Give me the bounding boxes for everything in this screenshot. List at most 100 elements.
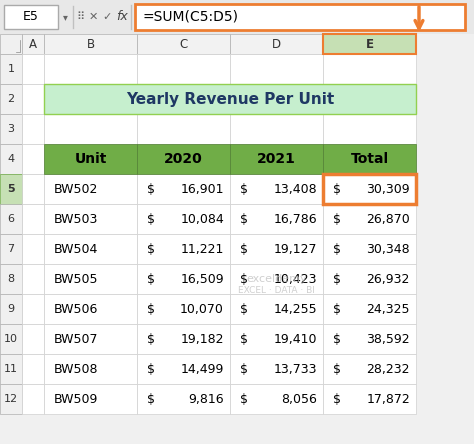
Bar <box>230 234 323 264</box>
Text: $: $ <box>147 182 155 195</box>
Text: 30,348: 30,348 <box>366 242 410 255</box>
Text: 19,127: 19,127 <box>273 242 317 255</box>
Text: $: $ <box>333 213 341 226</box>
Bar <box>44 114 137 144</box>
Text: B: B <box>86 37 94 51</box>
Text: $: $ <box>240 302 248 316</box>
Bar <box>137 264 230 294</box>
Bar <box>137 54 230 84</box>
Bar <box>323 54 416 84</box>
Text: =SUM(C5:D5): =SUM(C5:D5) <box>143 10 239 24</box>
Bar <box>323 204 416 234</box>
Bar <box>230 354 323 384</box>
Bar <box>44 84 137 114</box>
Text: BW506: BW506 <box>54 302 99 316</box>
Text: 1: 1 <box>8 64 15 74</box>
Text: 7: 7 <box>8 244 15 254</box>
Bar <box>323 354 416 384</box>
Text: $: $ <box>333 362 341 376</box>
Bar <box>22 174 44 204</box>
Bar <box>137 384 230 414</box>
Text: $: $ <box>333 242 341 255</box>
Text: 10: 10 <box>4 334 18 344</box>
Bar <box>0 54 22 84</box>
Bar <box>137 144 230 174</box>
Bar <box>0 354 22 384</box>
Text: ✓: ✓ <box>102 12 112 22</box>
Bar <box>44 294 137 324</box>
Bar <box>0 294 22 324</box>
Text: $: $ <box>240 242 248 255</box>
Text: 26,870: 26,870 <box>366 213 410 226</box>
Bar <box>323 264 416 294</box>
Text: 19,182: 19,182 <box>181 333 224 345</box>
Text: BW505: BW505 <box>54 273 99 285</box>
Text: 2020: 2020 <box>164 152 203 166</box>
Text: 10,084: 10,084 <box>180 213 224 226</box>
Bar <box>44 54 137 84</box>
Bar <box>323 144 416 174</box>
Text: BW507: BW507 <box>54 333 99 345</box>
Bar <box>22 34 44 54</box>
Bar <box>22 84 44 114</box>
Bar <box>230 294 323 324</box>
Text: 19,410: 19,410 <box>273 333 317 345</box>
Text: 9,816: 9,816 <box>188 392 224 405</box>
Text: BW509: BW509 <box>54 392 99 405</box>
Bar <box>0 324 22 354</box>
Text: 10,423: 10,423 <box>273 273 317 285</box>
Bar <box>135 4 465 30</box>
Text: 14,499: 14,499 <box>181 362 224 376</box>
Bar <box>0 34 22 54</box>
Text: 14,255: 14,255 <box>273 302 317 316</box>
Bar <box>22 264 44 294</box>
Bar <box>137 324 230 354</box>
Bar <box>44 174 137 204</box>
Bar <box>44 34 137 54</box>
Text: $: $ <box>240 273 248 285</box>
Bar <box>44 204 137 234</box>
Text: ▾: ▾ <box>63 12 67 22</box>
Bar <box>323 114 416 144</box>
Text: 24,325: 24,325 <box>366 302 410 316</box>
Text: 26,932: 26,932 <box>366 273 410 285</box>
Bar <box>0 174 22 204</box>
Text: $: $ <box>147 333 155 345</box>
Bar <box>230 34 323 54</box>
Text: D: D <box>272 37 281 51</box>
Text: 11: 11 <box>4 364 18 374</box>
Text: C: C <box>179 37 188 51</box>
Bar <box>44 234 137 264</box>
Bar <box>230 384 323 414</box>
Bar <box>137 294 230 324</box>
Bar <box>44 84 416 114</box>
Bar <box>44 144 137 174</box>
Bar <box>44 144 137 174</box>
Bar <box>22 114 44 144</box>
Text: 28,232: 28,232 <box>366 362 410 376</box>
Text: 8,056: 8,056 <box>281 392 317 405</box>
Bar <box>22 54 44 84</box>
Bar <box>0 84 22 114</box>
Text: 30,309: 30,309 <box>366 182 410 195</box>
Text: ⠿: ⠿ <box>76 12 84 22</box>
Bar <box>0 384 22 414</box>
Text: $: $ <box>333 273 341 285</box>
Bar <box>44 264 137 294</box>
Text: $: $ <box>333 182 341 195</box>
Bar <box>0 204 22 234</box>
Text: BW508: BW508 <box>54 362 99 376</box>
Text: $: $ <box>240 392 248 405</box>
Bar <box>22 204 44 234</box>
Bar <box>230 144 323 174</box>
Text: Unit: Unit <box>74 152 107 166</box>
Text: fx: fx <box>116 11 128 24</box>
Text: BW504: BW504 <box>54 242 99 255</box>
Bar <box>323 324 416 354</box>
Bar <box>230 204 323 234</box>
Text: ✕: ✕ <box>88 12 98 22</box>
Text: BW503: BW503 <box>54 213 99 226</box>
Text: 13,733: 13,733 <box>273 362 317 376</box>
Bar <box>230 54 323 84</box>
Bar <box>230 264 323 294</box>
